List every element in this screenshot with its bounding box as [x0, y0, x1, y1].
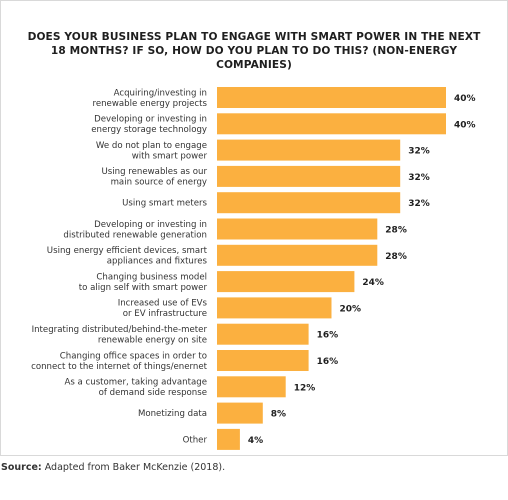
category-label-line: renewable energy on site — [98, 335, 207, 345]
category-label-line: Other — [183, 435, 208, 445]
category-label-line: As a customer, taking advantage — [64, 378, 207, 388]
category-label-line: of demand side response — [99, 388, 207, 398]
bar-chart: Acquiring/investing in renewable energy p… — [31, 87, 476, 450]
category-label-line: Integrating distributed/behind-the-meter — [32, 325, 208, 335]
bar — [217, 165, 401, 187]
category-label: Changing business model to align self wit… — [79, 272, 208, 293]
category-label: Other — [183, 435, 208, 445]
chart-title-line-1: DOES YOUR BUSINESS PLAN TO ENGAGE WITH S… — [27, 31, 481, 43]
value-label: 40% — [454, 120, 476, 130]
source-text: Adapted from Baker McKenzie (2018). — [41, 462, 226, 473]
value-label: 28% — [385, 252, 407, 262]
value-label: 24% — [362, 278, 384, 288]
category-label-line: with smart power — [132, 151, 208, 161]
category-label: Monetizing data — [138, 409, 207, 419]
source-note: Source: Adapted from Baker McKenzie (201… — [1, 462, 225, 473]
value-label: 4% — [248, 436, 263, 446]
value-label: 12% — [294, 383, 316, 393]
chart-title: DOES YOUR BUSINESS PLAN TO ENGAGE WITH S… — [18, 30, 490, 72]
bar — [217, 428, 240, 450]
value-label: 16% — [317, 357, 339, 367]
bar — [217, 402, 263, 424]
category-label-line: Changing office spaces in order to — [60, 351, 207, 361]
value-label: 28% — [385, 226, 407, 236]
bar — [217, 87, 446, 108]
category-label-line: We do not plan to engage — [96, 141, 207, 151]
category-label-line: appliances and fixtures — [107, 257, 208, 267]
category-label: As a customer, taking advantage of demand… — [64, 378, 207, 399]
category-label-line: connect to the internet of things/enerne… — [31, 362, 208, 372]
value-label: 40% — [454, 94, 476, 104]
category-label-line: distributed renewable generation — [63, 230, 207, 240]
category-label: Using renewables as our main source of en… — [102, 167, 208, 188]
category-label: Acquiring/investing in renewable energy p… — [92, 88, 207, 109]
bar — [217, 376, 286, 398]
category-label-line: Changing business model — [96, 272, 207, 282]
category-label: Using energy efficient devices, smart app… — [47, 246, 208, 266]
bar — [217, 192, 401, 214]
category-label-line: Using energy efficient devices, smart — [47, 246, 208, 256]
bar — [217, 244, 378, 266]
bar — [217, 113, 446, 135]
value-label: 32% — [408, 199, 430, 209]
bar — [217, 297, 332, 319]
value-label: 32% — [408, 173, 430, 183]
category-label: Increased use of EVs or EV infrastructure — [118, 299, 208, 320]
category-label-line: Increased use of EVs — [118, 299, 208, 309]
bar — [217, 271, 355, 293]
bar — [217, 350, 309, 371]
bar — [217, 139, 401, 161]
bar — [217, 218, 378, 240]
category-label-line: or EV infrastructure — [123, 309, 207, 319]
value-label: 20% — [340, 304, 362, 314]
category-label-line: energy storage technology — [91, 125, 207, 135]
category-label: Changing office spaces in order to connec… — [31, 351, 208, 372]
value-label: 8% — [271, 410, 286, 420]
category-label: We do not plan to engage with smart power — [96, 141, 208, 162]
category-label-line: Developing or investing in — [94, 220, 207, 230]
value-label: 32% — [408, 147, 430, 157]
category-label-line: renewable energy projects — [92, 99, 207, 109]
category-label-line: main source of energy — [111, 178, 207, 188]
value-label: 16% — [317, 331, 339, 341]
category-label-line: Using renewables as our — [102, 167, 208, 177]
category-label-line: Monetizing data — [138, 409, 207, 419]
category-label: Integrating distributed/behind-the-meter… — [32, 325, 208, 346]
category-label: Developing or investing in distributed re… — [63, 220, 207, 241]
bar — [217, 323, 309, 345]
category-label-line: Acquiring/investing in — [114, 88, 207, 98]
category-label-line: Developing or investing in — [94, 115, 207, 125]
category-label: Developing or investing in energy storage… — [91, 115, 207, 136]
category-label-line: to align self with smart power — [79, 283, 208, 293]
source-label: Source: — [1, 462, 42, 473]
chart-title-line-2: 18 MONTHS? IF SO, HOW DO YOU PLAN TO DO … — [50, 45, 458, 71]
category-label-line: Using smart meters — [122, 199, 207, 209]
category-label: Using smart meters — [122, 199, 207, 209]
